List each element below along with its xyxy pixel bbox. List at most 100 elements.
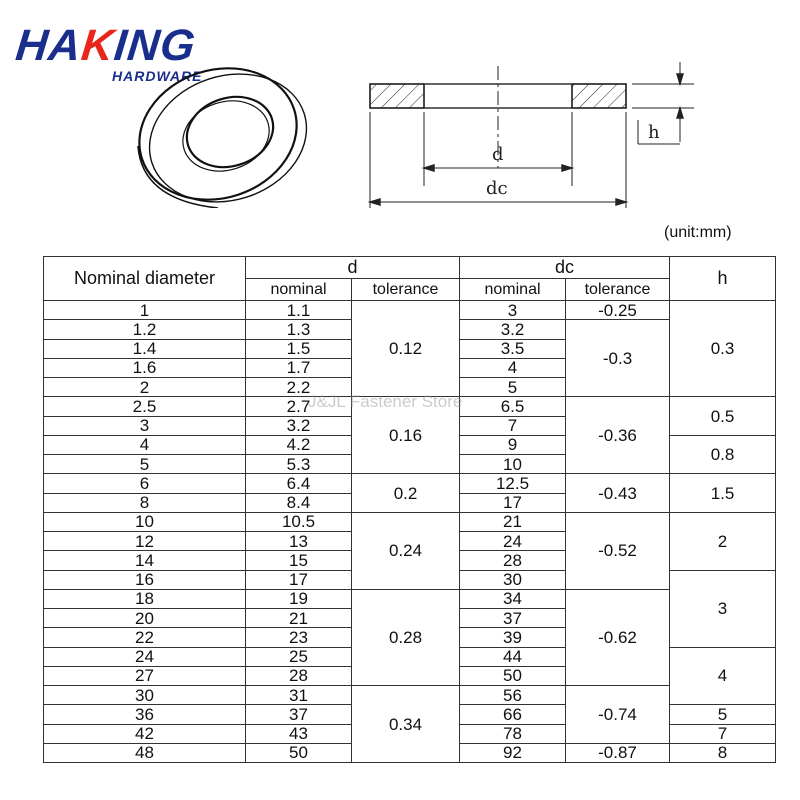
table-row: 18 19 0.28 34 -0.62 <box>43 588 776 687</box>
cell-dc-tolerance: -0.36 <box>565 396 671 475</box>
table-row: 1.2 1.3 3.2 -0.3 <box>43 319 776 398</box>
cell-nominal-diameter: 1.6 <box>43 357 246 379</box>
cell-nominal-diameter: 10 <box>43 511 246 533</box>
cell-dc-tolerance: -0.52 <box>565 511 671 590</box>
cell-nominal-diameter: 5 <box>43 453 246 475</box>
cell-d-nominal: 25 <box>245 646 352 667</box>
cell-dc-nominal: 10 <box>459 453 567 475</box>
header-h: h <box>669 256 777 301</box>
header-nominal-diameter: Nominal diameter <box>43 256 246 301</box>
cell-nominal-diameter: 16 <box>43 569 246 590</box>
cell-d-nominal: 8.4 <box>245 492 352 513</box>
cell-h: 8 <box>669 742 777 764</box>
cell-d-nominal: 6.4 <box>245 473 352 494</box>
cell-d-tolerance: 0.2 <box>350 473 461 513</box>
cell-nominal-diameter: 27 <box>43 665 246 687</box>
cell-d-nominal: 2.7 <box>245 396 352 417</box>
cell-dc-nominal: 39 <box>459 627 567 648</box>
logo-subtitle: HARDWARE <box>112 68 203 84</box>
cell-h: 0.8 <box>669 434 777 475</box>
table-row: 3 3.2 7 <box>43 415 776 436</box>
cell-dc-nominal: 7 <box>459 415 567 436</box>
washer-perspective-drawing <box>137 67 308 208</box>
table-row: 14 15 28 <box>43 550 776 571</box>
cell-nominal-diameter: 1.4 <box>43 338 246 359</box>
cell-nominal-diameter: 3 <box>43 415 246 436</box>
cell-d-nominal: 37 <box>245 704 352 725</box>
table-row: 22 23 39 <box>43 627 776 648</box>
table-row: 48 50 92 -0.87 8 <box>43 742 777 764</box>
washer-section-drawing: d dc h <box>367 62 694 208</box>
header-d: d <box>244 256 461 279</box>
cell-d-nominal: 23 <box>245 627 352 648</box>
cell-dc-nominal: 3.5 <box>459 338 567 359</box>
table-row: 10 10.5 0.24 21 -0.52 2 <box>43 511 777 590</box>
cell-h: 0.5 <box>669 396 777 436</box>
table-row: 42 43 78 7 <box>43 723 777 744</box>
cell-d-nominal: 50 <box>245 742 352 764</box>
table-row: 36 37 66 5 <box>43 704 777 725</box>
table-row: 27 28 50 <box>43 665 776 687</box>
cell-nominal-diameter: 24 <box>43 646 246 667</box>
cell-d-tolerance: 0.16 <box>350 396 461 475</box>
table-row: 2 2.2 5 <box>43 376 776 398</box>
unit-note: (unit:mm) <box>664 224 732 241</box>
brand-logo: HAKING HARDWARE <box>13 21 238 84</box>
cell-d-nominal: 31 <box>245 684 352 706</box>
table-row: 30 31 0.34 56 -0.74 <box>43 684 776 763</box>
header-dc-nominal: nominal <box>459 278 567 301</box>
cell-nominal-diameter: 36 <box>43 704 246 725</box>
cell-dc-tolerance: -0.25 <box>565 299 671 321</box>
cell-h: 2 <box>669 511 777 571</box>
cell-nominal-diameter: 42 <box>43 723 246 744</box>
cell-d-nominal: 4.2 <box>245 434 352 456</box>
cell-d-nominal: 1.1 <box>245 299 352 321</box>
cell-dc-nominal: 24 <box>459 530 567 552</box>
cell-h: 1.5 <box>669 473 777 513</box>
cell-dc-tolerance: -0.62 <box>565 588 671 687</box>
cell-nominal-diameter: 14 <box>43 550 246 571</box>
cell-dc-tolerance: -0.3 <box>565 319 671 398</box>
table-row: 1.4 1.5 3.5 <box>43 338 776 359</box>
cell-h: 7 <box>669 723 777 744</box>
cell-dc-nominal: 5 <box>459 376 567 398</box>
cell-dc-tolerance: -0.87 <box>565 742 671 764</box>
table-row: 5 5.3 10 <box>43 453 776 475</box>
cell-d-tolerance: 0.12 <box>350 299 461 398</box>
cell-d-nominal: 3.2 <box>245 415 352 436</box>
header-d-tolerance: tolerance <box>350 278 461 301</box>
cell-dc-nominal: 12.5 <box>459 473 567 494</box>
cell-d-nominal: 2.2 <box>245 376 352 398</box>
table-row: 12 13 24 <box>43 530 776 552</box>
cell-d-nominal: 5.3 <box>245 453 352 475</box>
table-row: 24 25 44 4 <box>43 646 777 706</box>
cell-dc-nominal: 30 <box>459 569 567 590</box>
cell-d-tolerance: 0.34 <box>350 685 461 763</box>
cell-dc-nominal: 3 <box>459 299 567 321</box>
cell-d-nominal: 15 <box>245 550 352 571</box>
cell-dc-nominal: 28 <box>459 550 567 571</box>
table-row: 20 21 37 <box>43 607 776 629</box>
table-row: 16 17 30 3 <box>43 569 777 648</box>
cell-nominal-diameter: 1.2 <box>43 319 246 340</box>
cell-dc-nominal: 21 <box>459 511 567 533</box>
cell-h: 3 <box>669 569 777 648</box>
table-row: 2.5 2.7 0.16 6.5 -0.36 0.5 <box>43 396 777 475</box>
label-h: h <box>648 122 660 143</box>
cell-dc-nominal: 3.2 <box>459 319 567 340</box>
cell-d-tolerance: 0.24 <box>350 511 461 590</box>
table-row: 1 1.1 0.12 3 -0.25 0.3 <box>43 299 777 398</box>
cell-nominal-diameter: 2 <box>43 376 246 398</box>
cell-d-nominal: 1.3 <box>245 319 352 340</box>
cell-dc-nominal: 78 <box>459 723 567 744</box>
cell-nominal-diameter: 4 <box>43 434 246 456</box>
cell-nominal-diameter: 6 <box>43 473 246 494</box>
cell-h: 4 <box>669 646 777 706</box>
cell-d-nominal: 19 <box>245 588 352 610</box>
cell-dc-nominal: 37 <box>459 607 567 629</box>
header-dc: dc <box>459 256 671 279</box>
cell-nominal-diameter: 2.5 <box>43 396 246 417</box>
cell-dc-nominal: 6.5 <box>459 396 567 417</box>
cell-nominal-diameter: 30 <box>43 684 246 706</box>
cell-h: 0.3 <box>669 299 777 398</box>
